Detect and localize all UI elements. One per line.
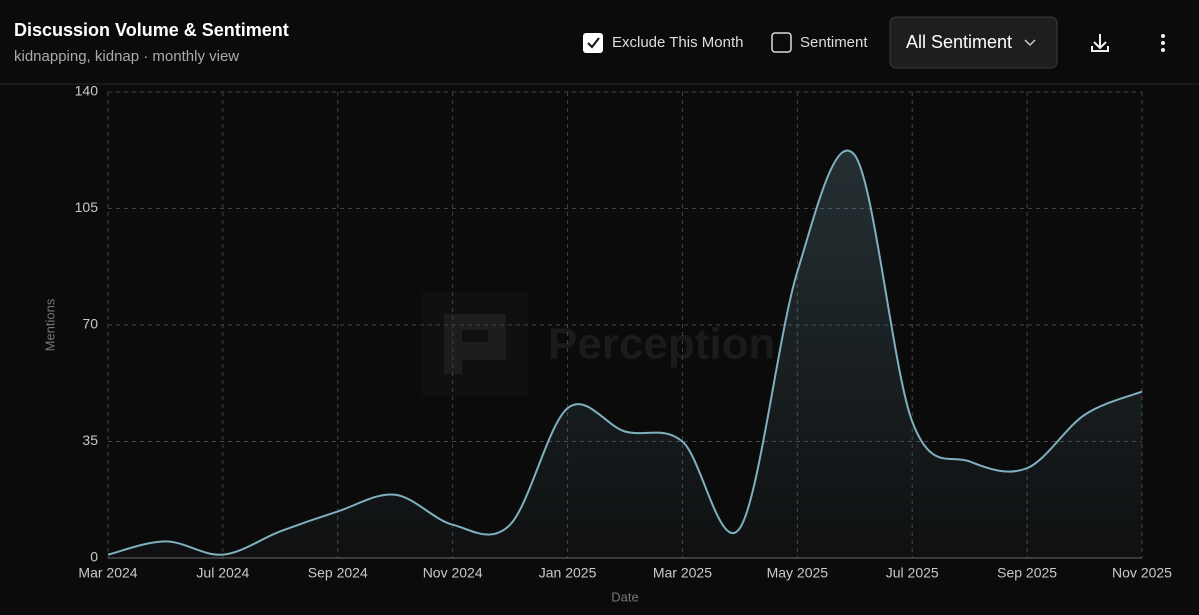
- subtitle: kidnapping, kidnap · monthly view: [14, 48, 239, 65]
- x-tick-label: May 2025: [767, 565, 829, 581]
- checkbox-label[interactable]: Sentiment: [800, 34, 868, 51]
- x-tick-label: Mar 2025: [653, 565, 712, 581]
- y-tick-label: 140: [75, 83, 99, 99]
- area-fill: [108, 150, 1142, 559]
- x-tick-label: Nov 2024: [423, 565, 483, 581]
- download-icon[interactable]: [1091, 34, 1109, 52]
- dot[interactable]: [1161, 41, 1165, 45]
- x-tick-label: Sep 2025: [997, 565, 1057, 581]
- exclude-checkbox[interactable]: Exclude This Month: [583, 33, 743, 53]
- watermark: Perception: [422, 292, 775, 396]
- x-tick-label: Jan 2025: [539, 565, 597, 581]
- download-button[interactable]: [1091, 34, 1109, 52]
- x-tick-label: Jul 2025: [886, 565, 939, 581]
- y-tick-label: 70: [82, 316, 98, 332]
- check-mark: [587, 37, 600, 49]
- checkbox-label[interactable]: Exclude This Month: [612, 34, 743, 51]
- checkbox[interactable]: [771, 32, 792, 53]
- dot[interactable]: [1161, 48, 1165, 52]
- y-axis-title: Mentions: [42, 298, 57, 351]
- chevron: [1024, 39, 1036, 47]
- title: Discussion Volume & Sentiment: [14, 20, 289, 40]
- dropdown-box[interactable]: [889, 16, 1058, 69]
- x-tick-label: Jul 2024: [196, 565, 249, 581]
- sentiment-checkbox[interactable]: Sentiment: [771, 32, 868, 53]
- x-tick-label: Sep 2024: [308, 565, 368, 581]
- y-tick-label: 105: [75, 199, 99, 215]
- x-tick-label: Nov 2025: [1112, 565, 1172, 581]
- logo: [444, 314, 506, 374]
- y-tick-label: 0: [90, 549, 98, 565]
- x-tick-label: Mar 2024: [78, 565, 137, 581]
- dot[interactable]: [1161, 34, 1165, 38]
- dropdown[interactable]: All Sentiment: [889, 16, 1058, 69]
- x-axis-title: Date: [611, 589, 638, 604]
- series-line: [107, 149, 1143, 556]
- checkbox[interactable]: [583, 33, 603, 53]
- watermark-text: Perception: [548, 320, 775, 369]
- dropdown-label[interactable]: All Sentiment: [906, 32, 1012, 52]
- y-tick-label: 35: [82, 432, 98, 448]
- menu-button[interactable]: [1161, 34, 1165, 52]
